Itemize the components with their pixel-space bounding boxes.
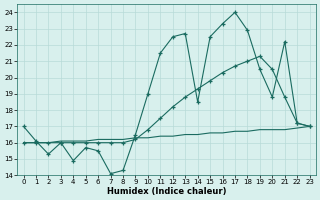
X-axis label: Humidex (Indice chaleur): Humidex (Indice chaleur) <box>107 187 226 196</box>
